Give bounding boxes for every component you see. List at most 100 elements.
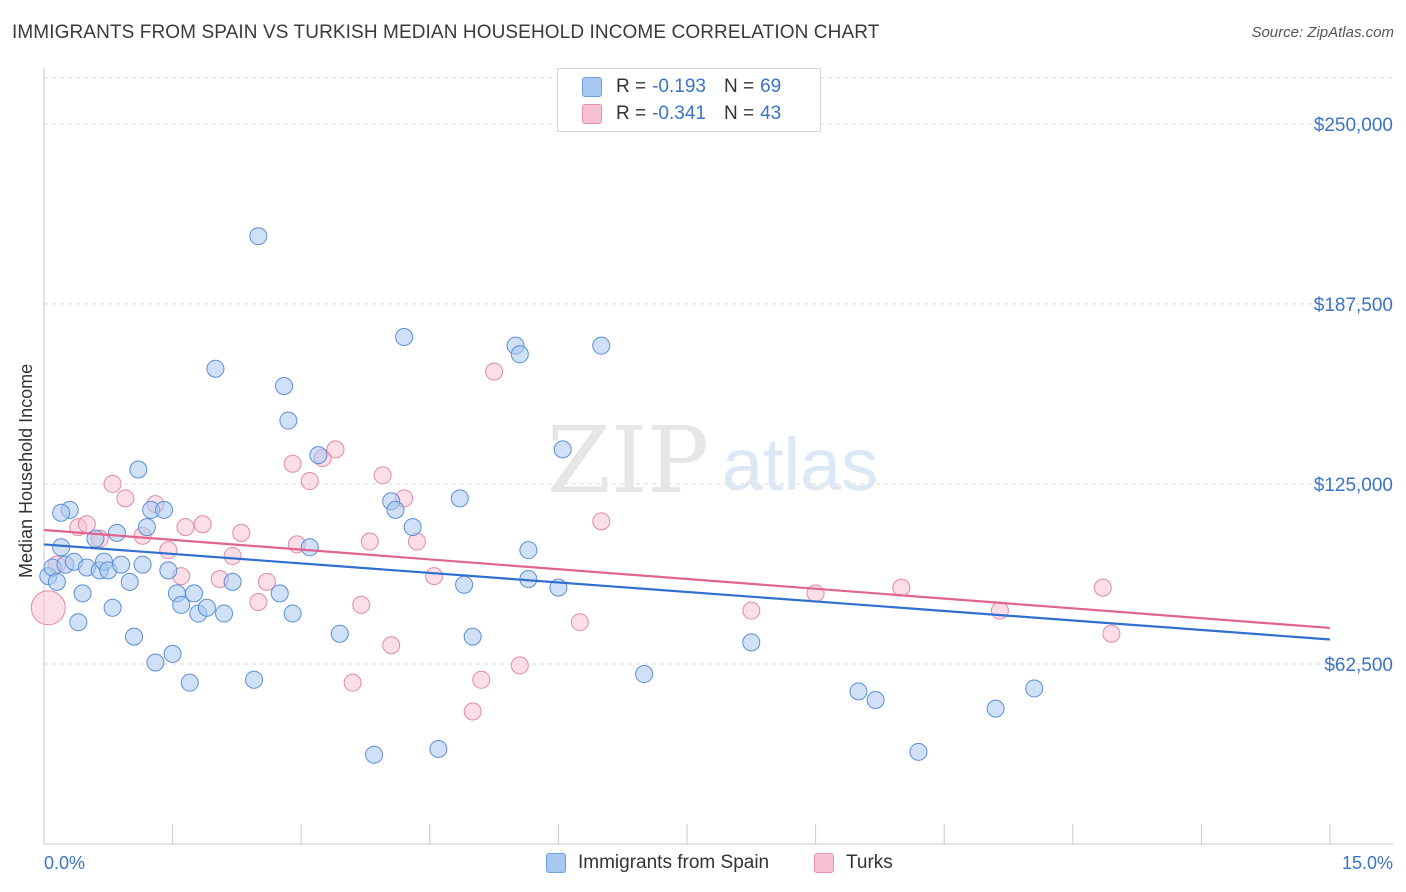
- y-tick-label: $250,000: [1314, 115, 1393, 136]
- turks-point: [159, 541, 178, 560]
- n-label: N =: [723, 103, 755, 124]
- turks-point: [742, 601, 761, 620]
- turks-point: [472, 670, 491, 689]
- spain-point: [309, 446, 328, 465]
- series-immigrants-from-spain: [39, 227, 1044, 764]
- legend-item-spain[interactable]: Immigrants from Spain: [546, 852, 769, 874]
- spain-point: [52, 503, 71, 522]
- spain-point: [120, 572, 139, 591]
- turks-point: [232, 523, 251, 542]
- r-label: R =: [616, 76, 647, 97]
- r-value: -0.193: [652, 76, 706, 97]
- legend-label-spain: Immigrants from Spain: [578, 852, 770, 873]
- spain-point: [112, 555, 131, 574]
- spain-point: [455, 575, 474, 594]
- trend-lines: [43, 528, 1331, 641]
- watermark: ZIP atlas: [547, 407, 878, 514]
- spain-point: [137, 518, 156, 537]
- turks-point: [425, 567, 444, 586]
- spain-point: [450, 489, 469, 508]
- spain-point: [1025, 679, 1044, 698]
- axes: [43, 68, 1394, 845]
- spain-point: [52, 538, 71, 557]
- spain-point: [163, 644, 182, 663]
- spain-point: [635, 665, 654, 684]
- turks-point: [300, 472, 319, 491]
- spain-point: [403, 518, 422, 537]
- watermark-zip: ZIP: [547, 407, 709, 514]
- stats-legend: R = -0.193 N = 69 R = -0.341 N = 43: [557, 68, 821, 132]
- spain-point: [275, 376, 294, 395]
- spain-point: [279, 411, 298, 430]
- turks-point: [463, 702, 482, 721]
- spain-point: [395, 328, 414, 347]
- n-value: 69: [760, 76, 782, 97]
- r-label: R =: [616, 103, 647, 124]
- chart-title: IMMIGRANTS FROM SPAIN VS TURKISH MEDIAN …: [12, 22, 880, 43]
- spain-point: [283, 604, 302, 623]
- turks-point: [360, 532, 379, 551]
- turks-point: [176, 518, 195, 537]
- turks-point: [352, 595, 371, 614]
- spain-point: [69, 613, 88, 632]
- spain-point: [107, 523, 126, 542]
- x-tick-label: 0.0%: [44, 853, 85, 873]
- spain-point: [249, 227, 268, 246]
- turks-point: [249, 593, 268, 612]
- spain-point: [866, 690, 885, 709]
- spain-point: [300, 538, 319, 557]
- spain-point: [592, 336, 611, 355]
- turks-point: [1093, 578, 1112, 597]
- source-credit: Source: ZipAtlas.com: [1251, 24, 1394, 41]
- turks-point: [485, 362, 504, 381]
- spain-point: [330, 624, 349, 643]
- turks-point: [326, 440, 345, 459]
- turks-point: [116, 489, 135, 508]
- x-tick-label: 15.0%: [1342, 853, 1393, 873]
- spain-point: [47, 572, 66, 591]
- spain-point: [519, 541, 538, 560]
- spain-point: [986, 699, 1005, 718]
- spain-point: [849, 682, 868, 701]
- spain-point: [185, 584, 204, 603]
- y-tick-label: $125,000: [1314, 475, 1393, 496]
- spain-point: [429, 739, 448, 758]
- turks-point: [1102, 624, 1121, 643]
- spain-point: [146, 653, 165, 672]
- legend-swatch-turks: [582, 104, 602, 124]
- spain-point: [125, 627, 144, 646]
- turks-point: [193, 515, 212, 534]
- spain-point: [510, 345, 529, 364]
- y-tick-label: $62,500: [1324, 655, 1393, 676]
- spain-point: [365, 745, 384, 764]
- stats-row-spain: R = -0.193 N = 69: [582, 74, 781, 100]
- turks-point: [103, 474, 122, 493]
- spain-point: [73, 584, 92, 603]
- turks-point: [382, 636, 401, 655]
- r-value: -0.341: [652, 103, 706, 124]
- watermark-atlas: atlas: [722, 423, 878, 506]
- turks-point: [592, 512, 611, 531]
- turks-point: [373, 466, 392, 485]
- spain-point: [129, 460, 148, 479]
- legend-item-turks[interactable]: Turks: [814, 852, 893, 874]
- stats-row-turks: R = -0.341 N = 43: [582, 101, 781, 127]
- spain-point: [463, 627, 482, 646]
- spain-point: [742, 633, 761, 652]
- spain-point: [206, 359, 225, 378]
- legend-swatch-turks: [814, 853, 834, 873]
- n-value: 43: [760, 103, 782, 124]
- legend-swatch-spain: [582, 77, 602, 97]
- turks-point: [223, 546, 242, 565]
- turks-point: [892, 578, 911, 597]
- series-legend: Immigrants from Spain Turks: [0, 852, 1406, 878]
- spain-point: [909, 742, 928, 761]
- spain-point: [270, 584, 289, 603]
- spain-point: [223, 572, 242, 591]
- grid-lines: [44, 77, 1394, 665]
- spain-point: [197, 598, 216, 617]
- spain-point: [155, 500, 174, 519]
- tick-labels: $62,500 $125,000 $187,500 $250,000 0.0% 15.0%: [44, 115, 1393, 873]
- turks-point: [343, 673, 362, 692]
